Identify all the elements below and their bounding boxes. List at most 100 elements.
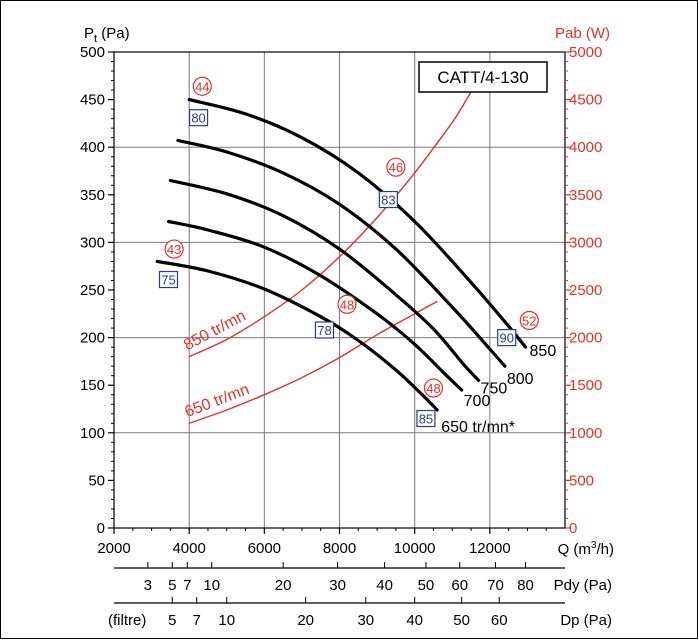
model-label-frame [418, 61, 548, 93]
dp-scale-tick-label: 10 [218, 612, 235, 629]
left-axis-label: Pt (Pa) [84, 25, 130, 45]
right-axis-tick-label: 2000 [569, 330, 602, 347]
efficiency-box [416, 409, 436, 428]
pdy-scale-tick-label: 80 [517, 577, 534, 594]
right-axis-label: Pab (W) [555, 25, 610, 42]
pressure-curve-label: 800 [507, 371, 534, 388]
efficiency-circle [386, 157, 406, 177]
model-label: CATT/4-130 [437, 68, 528, 87]
efficiency-circle-label: 52 [522, 313, 536, 328]
pdy-scale-tick-label: 70 [487, 577, 504, 594]
left-axis-tick-label: 100 [80, 425, 105, 442]
model-label-box: CATT/4-130 [418, 61, 548, 93]
efficiency-circle [337, 294, 357, 314]
dp-scale-tick-label: 40 [406, 612, 423, 629]
axes: 0501001502002503003504004505000500100015… [80, 44, 602, 629]
pdy-scale-tick-label: 5 [168, 577, 176, 594]
pdy-scale-tick-label: 50 [418, 577, 435, 594]
efficiency-circle-label: 44 [195, 79, 209, 94]
efficiency-box [378, 190, 398, 209]
pdy-scale-tick-label: 60 [451, 577, 468, 594]
x-axis-label-prefix: Q (m [558, 541, 591, 558]
efficiency-box-label: 80 [191, 111, 205, 126]
x-axis-label: Q (m3/h) [558, 540, 614, 558]
efficiency-box-label: 78 [317, 323, 331, 338]
dp-scale-tick-label: 20 [297, 612, 314, 629]
x-axis-label-suffix: /h) [596, 541, 614, 558]
x-axis-tick-label: 10000 [394, 540, 436, 557]
pressure-curve-label: 850 [530, 343, 557, 360]
pdy-scale-tick-label: 3 [144, 577, 152, 594]
dp-filter-label: (filtre) [108, 612, 146, 629]
power-curve [188, 300, 438, 424]
efficiency-box [314, 321, 335, 339]
right-axis-tick-label: 4000 [569, 139, 602, 156]
efficiency-circle [164, 239, 184, 259]
left-axis-label-unit: (Pa) [97, 25, 130, 42]
efficiency-box-label: 83 [381, 193, 395, 208]
pressure-curve [155, 259, 439, 412]
dp-scale-tick-label: 5 [168, 612, 176, 629]
left-axis-label-main: P [84, 25, 94, 42]
dp-scale-tick-label: 50 [453, 612, 470, 629]
pdy-scale-tick-label: 40 [376, 577, 393, 594]
efficiency-box-label: 90 [500, 331, 514, 346]
dp-scale-tick-label: 7 [193, 612, 201, 629]
right-axis-tick-label: 500 [569, 472, 594, 489]
left-axis-tick-label: 300 [80, 234, 105, 251]
right-axis-tick-label: 1500 [569, 377, 602, 394]
efficiency-circle-label: 48 [340, 297, 354, 312]
pressure-curve [168, 178, 481, 382]
right-axis-tick-label: 1000 [569, 425, 602, 442]
left-axis-tick-label: 200 [80, 330, 105, 347]
dp-scale-tick-label: 30 [357, 612, 374, 629]
left-axis-tick-label: 0 [97, 520, 105, 537]
x-axis-tick-label: 2000 [97, 540, 130, 557]
efficiency-box [497, 329, 517, 347]
x-axis-tick-label: 12000 [469, 540, 511, 557]
right-axis-tick-label: 5000 [569, 44, 602, 61]
pdy-scale-tick-label: 20 [275, 577, 292, 594]
x-axis-tick-label: 8000 [323, 540, 356, 557]
left-axis-tick-label: 450 [80, 92, 105, 109]
left-axis-tick-label: 350 [80, 187, 105, 204]
x-axis-label-sup: 3 [591, 540, 597, 551]
left-axis-tick-label: 150 [80, 377, 105, 394]
efficiency-circle [192, 76, 212, 96]
dp-scale-label: Dp (Pa) [560, 612, 612, 629]
efficiency-box [188, 109, 209, 127]
left-axis-tick-label: 500 [80, 44, 105, 61]
dp-scale-tick-label: 60 [491, 612, 508, 629]
efficiency-box-label: 85 [419, 412, 433, 427]
efficiency-circle-label: 43 [167, 242, 181, 257]
x-axis-tick-label: 4000 [172, 540, 205, 557]
pressure-curve [166, 219, 464, 392]
efficiency-circle [519, 310, 539, 331]
pdy-scale-tick-label: 10 [203, 577, 220, 594]
pdy-scale-tick-label: 7 [183, 577, 191, 594]
curves [155, 67, 528, 424]
efficiency-box-label: 75 [161, 273, 175, 288]
pressure-curve [176, 138, 507, 368]
efficiency-box [158, 270, 179, 289]
x-axis-tick-label: 6000 [248, 540, 281, 557]
efficiency-circle-label: 48 [426, 381, 440, 396]
left-axis-tick-label: 50 [88, 472, 105, 489]
efficiency-circle [423, 378, 444, 398]
pdy-scale-label: Pdy (Pa) [554, 577, 612, 594]
right-axis-tick-label: 3500 [569, 187, 602, 204]
efficiency-circle-label: 46 [389, 160, 403, 175]
pressure-curve-label: 650 tr/mn* [441, 419, 515, 436]
right-axis-tick-label: 3000 [569, 234, 602, 251]
left-axis-label-sub: t [94, 33, 97, 45]
right-axis-tick-label: 2500 [569, 282, 602, 299]
pressure-curve-label: 750 [481, 380, 508, 397]
pressure-curve-label: 700 [464, 393, 491, 410]
right-axis-tick-label: 0 [569, 520, 577, 537]
left-axis-tick-label: 250 [80, 282, 105, 299]
pdy-scale-tick-label: 30 [329, 577, 346, 594]
